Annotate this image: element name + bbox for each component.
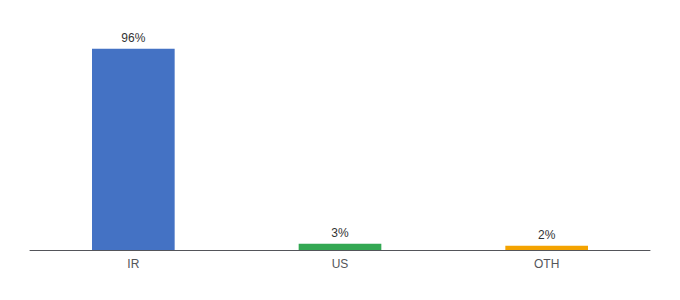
svg-text:2%: 2% xyxy=(538,228,556,242)
svg-text:IR: IR xyxy=(127,257,139,271)
svg-text:96%: 96% xyxy=(121,31,145,45)
svg-text:US: US xyxy=(332,257,349,271)
svg-text:3%: 3% xyxy=(331,226,349,240)
svg-text:OTH: OTH xyxy=(534,257,559,271)
